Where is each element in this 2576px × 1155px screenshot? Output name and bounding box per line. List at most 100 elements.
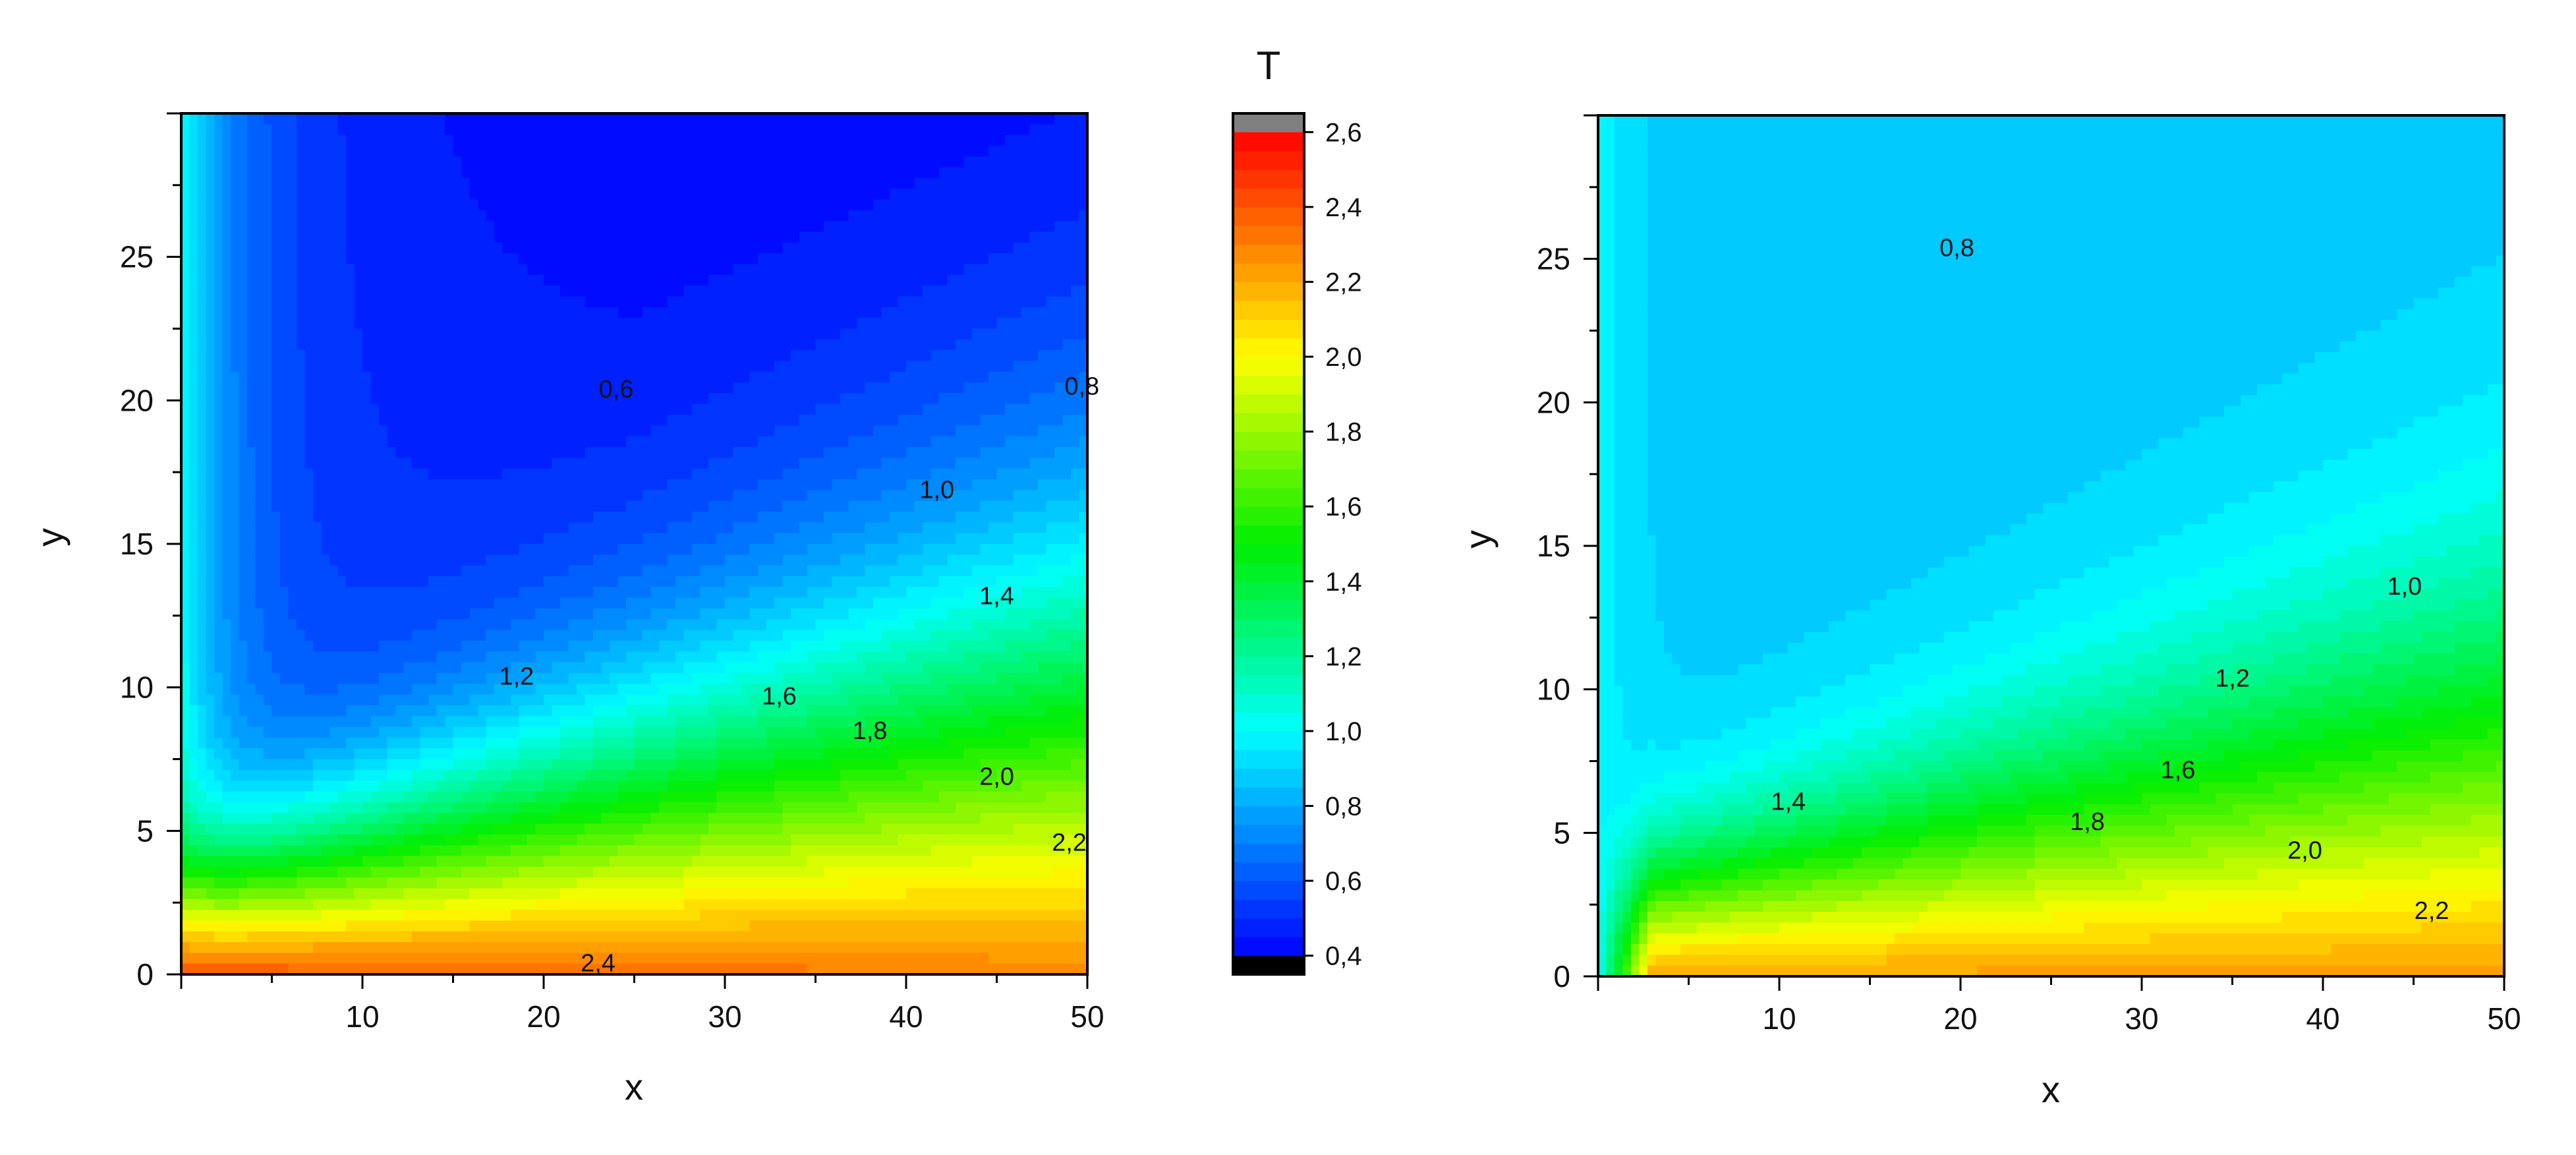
heatmap-cell bbox=[725, 210, 734, 222]
heatmap-cell bbox=[733, 134, 742, 146]
heatmap-cell bbox=[733, 403, 742, 415]
heatmap-cell bbox=[749, 393, 758, 405]
heatmap-cell bbox=[980, 350, 989, 362]
heatmap-cell bbox=[675, 361, 685, 372]
heatmap-cell bbox=[939, 468, 948, 480]
heatmap-cell bbox=[379, 156, 388, 168]
heatmap-cell bbox=[1079, 350, 1087, 362]
heatmap-cell bbox=[799, 167, 808, 179]
heatmap-cell bbox=[585, 500, 594, 512]
heatmap-cell bbox=[288, 264, 297, 276]
heatmap-cell bbox=[502, 447, 511, 459]
heatmap-cell bbox=[304, 415, 314, 427]
heatmap-cell bbox=[486, 382, 495, 394]
heatmap-cell bbox=[643, 587, 652, 599]
heatmap-cell bbox=[231, 296, 240, 308]
heatmap-cell bbox=[535, 403, 544, 415]
heatmap-cell bbox=[519, 576, 528, 588]
heatmap-cell bbox=[733, 350, 742, 362]
heatmap-cell bbox=[222, 177, 231, 190]
heatmap-cell bbox=[247, 393, 256, 405]
heatmap-cell bbox=[675, 167, 685, 179]
heatmap-cell bbox=[659, 587, 668, 599]
heatmap-cell bbox=[914, 339, 923, 351]
heatmap-cell bbox=[840, 156, 849, 168]
heatmap-cell bbox=[445, 490, 454, 502]
heatmap-cell bbox=[906, 113, 915, 125]
heatmap-cell bbox=[346, 167, 355, 179]
heatmap-cell bbox=[634, 371, 643, 383]
heatmap-cell bbox=[873, 145, 882, 158]
heatmap-cell bbox=[379, 350, 388, 362]
heatmap-cell bbox=[478, 264, 487, 276]
heatmap-cell bbox=[247, 565, 256, 577]
heatmap-cell bbox=[610, 361, 619, 372]
heatmap-cell bbox=[346, 425, 355, 437]
heatmap-cell bbox=[412, 447, 421, 459]
heatmap-cell bbox=[428, 500, 438, 512]
heatmap-cell bbox=[659, 307, 668, 318]
heatmap-cell bbox=[865, 587, 874, 599]
heatmap-cell bbox=[280, 425, 289, 437]
heatmap-cell bbox=[436, 447, 445, 459]
heatmap-cell bbox=[857, 436, 866, 448]
heatmap-cell bbox=[552, 490, 561, 502]
heatmap-cell bbox=[1046, 274, 1055, 287]
heatmap-cell bbox=[675, 393, 685, 405]
heatmap-cell bbox=[420, 382, 429, 394]
heatmap-cell bbox=[181, 479, 190, 491]
heatmap-cell bbox=[577, 382, 586, 394]
heatmap-cell bbox=[461, 468, 471, 480]
heatmap-cell bbox=[469, 156, 478, 168]
heatmap-cell bbox=[832, 403, 841, 415]
heatmap-cell bbox=[519, 361, 528, 372]
heatmap-cell bbox=[626, 490, 635, 502]
heatmap-cell bbox=[337, 415, 347, 427]
heatmap-cell bbox=[914, 565, 923, 577]
heatmap-cell bbox=[519, 350, 528, 362]
heatmap-cell bbox=[239, 124, 248, 136]
heatmap-cell bbox=[412, 554, 421, 566]
heatmap-cell bbox=[700, 274, 709, 287]
heatmap-cell bbox=[387, 587, 396, 599]
heatmap-cell bbox=[313, 264, 322, 276]
heatmap-cell bbox=[692, 350, 701, 362]
heatmap-cell bbox=[395, 350, 405, 362]
heatmap-cell bbox=[683, 500, 693, 512]
heatmap-cell bbox=[733, 587, 742, 599]
heatmap-cell bbox=[436, 479, 445, 491]
heatmap-cell bbox=[791, 199, 800, 211]
heatmap-cell bbox=[980, 318, 989, 330]
heatmap-cell bbox=[560, 253, 569, 265]
heatmap-cell bbox=[692, 436, 701, 448]
heatmap-cell bbox=[650, 210, 660, 222]
heatmap-cell bbox=[403, 199, 413, 211]
heatmap-cell bbox=[1013, 382, 1022, 394]
heatmap-cell bbox=[610, 554, 619, 566]
heatmap-cell bbox=[1005, 296, 1014, 308]
heatmap-cell bbox=[214, 382, 223, 394]
heatmap-cell bbox=[321, 318, 330, 330]
heatmap-cell bbox=[963, 221, 973, 233]
heatmap-cell bbox=[403, 242, 413, 254]
heatmap-cell bbox=[1071, 350, 1080, 362]
heatmap-cell bbox=[865, 210, 874, 222]
heatmap-cell bbox=[206, 134, 215, 146]
heatmap-cell bbox=[272, 145, 281, 158]
heatmap-cell bbox=[815, 522, 824, 534]
heatmap-cell bbox=[700, 339, 709, 351]
heatmap-cell bbox=[725, 447, 734, 459]
heatmap-cell bbox=[807, 285, 816, 297]
heatmap-cell bbox=[782, 210, 791, 222]
heatmap-cell bbox=[716, 307, 726, 318]
heatmap-cell bbox=[198, 522, 207, 534]
heatmap-cell bbox=[428, 274, 438, 287]
heatmap-cell bbox=[634, 264, 643, 276]
heatmap-cell bbox=[222, 231, 231, 243]
heatmap-cell bbox=[963, 458, 973, 469]
heatmap-cell bbox=[239, 328, 248, 340]
heatmap-cell bbox=[387, 253, 396, 265]
heatmap-cell bbox=[617, 307, 627, 318]
heatmap-cell bbox=[848, 350, 857, 362]
heatmap-cell bbox=[683, 479, 693, 491]
